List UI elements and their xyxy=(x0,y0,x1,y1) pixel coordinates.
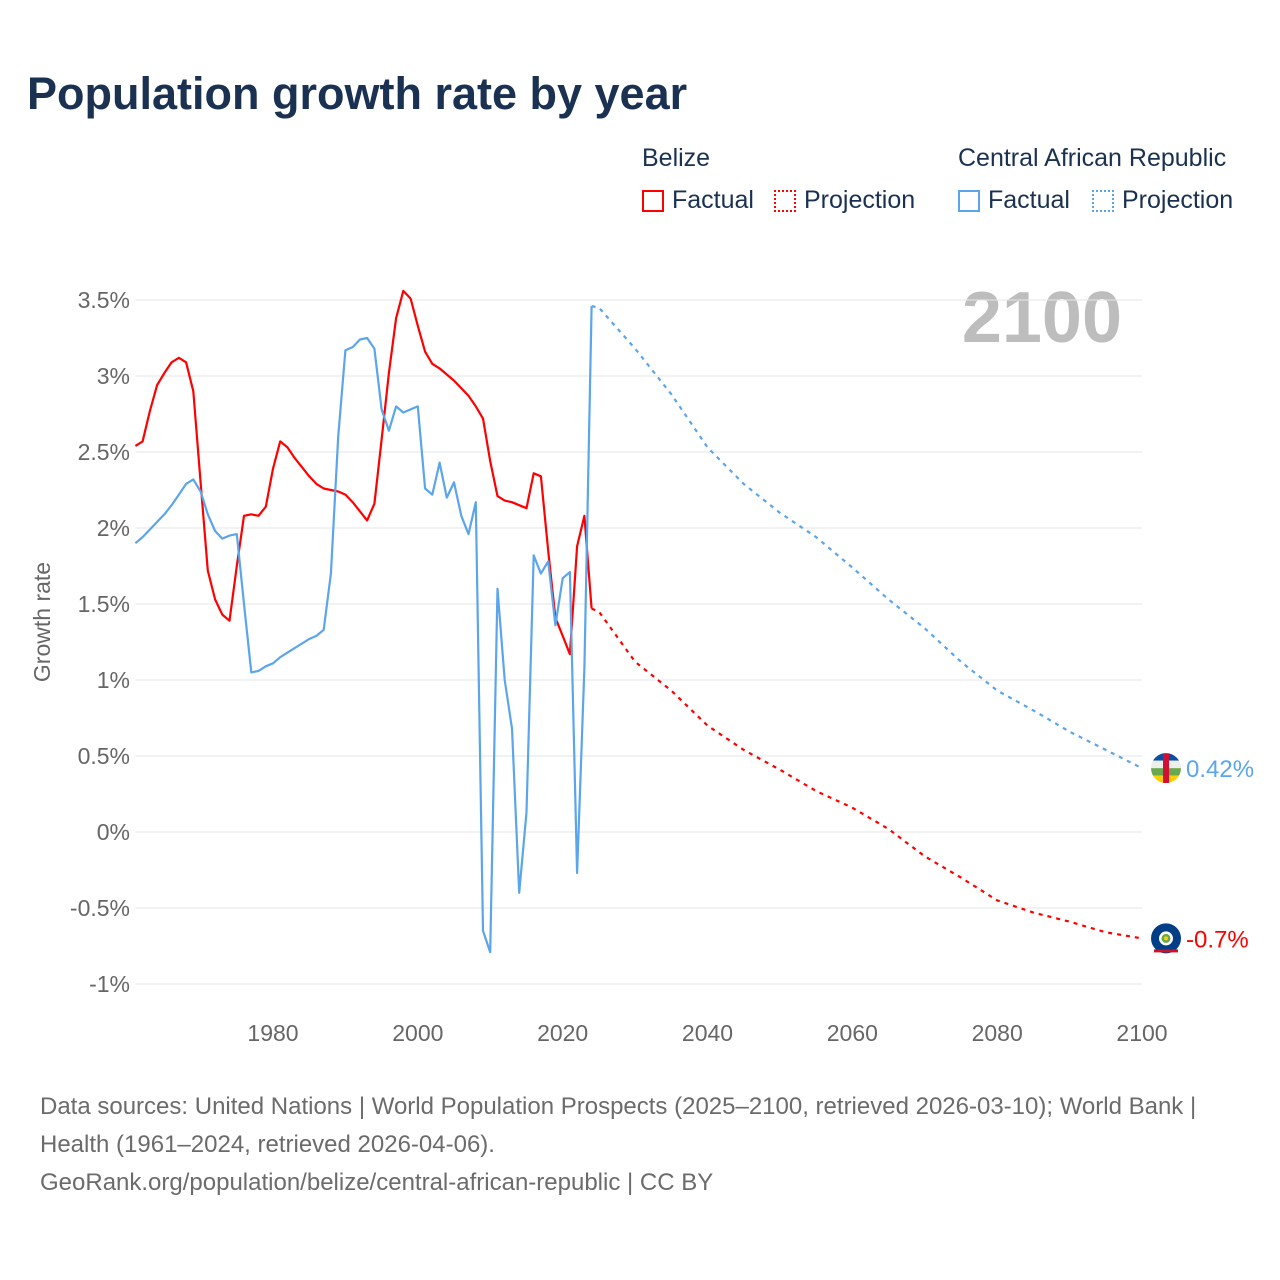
end-value-label: -0.7% xyxy=(1186,926,1249,953)
series-factual-line-0 xyxy=(134,289,593,656)
legend-car-projection[interactable]: Projection xyxy=(1092,186,1233,215)
y-tick-label: 2% xyxy=(97,515,130,541)
end-value-label: 0.42% xyxy=(1186,756,1254,783)
legend-belize: Belize Factual Projection xyxy=(642,144,942,224)
y-tick-label: -1% xyxy=(89,971,130,997)
y-axis-label: Growth rate xyxy=(29,562,55,682)
data-sources: Data sources: United Nations | World Pop… xyxy=(40,1093,1197,1158)
legend-car: Central African Republic Factual Project… xyxy=(958,144,1278,224)
x-tick-label: 2020 xyxy=(537,1020,588,1046)
legend-group-label: Central African Republic xyxy=(958,144,1227,172)
legend-label: Projection xyxy=(1122,186,1234,214)
y-tick-label: 3.5% xyxy=(78,287,130,313)
y-tick-label: 2.5% xyxy=(78,439,130,465)
y-tick-label: -0.5% xyxy=(70,895,130,921)
x-tick-label: 2080 xyxy=(972,1020,1023,1046)
y-tick-label: 1% xyxy=(97,667,130,693)
legend-label: Factual xyxy=(672,186,754,214)
chart-plot: 2100 3.5% 3% 2.5% 2% 1.5% 1% 0.5% 0% -0.5% -1% 1980… xyxy=(29,278,1254,1046)
series-factual-line-1 xyxy=(134,306,593,954)
x-tick-label: 2100 xyxy=(1116,1020,1167,1046)
legend-label: Factual xyxy=(988,186,1070,214)
solid-swatch-icon xyxy=(958,189,980,212)
dotted-swatch-icon xyxy=(1092,189,1114,212)
x-tick-label: 2040 xyxy=(682,1020,733,1046)
legend-belize-factual[interactable]: Factual xyxy=(642,186,754,215)
y-tick-label: 0.5% xyxy=(78,743,130,769)
dotted-swatch-icon xyxy=(774,189,796,212)
x-tick-label: 2060 xyxy=(827,1020,878,1046)
legend-group-label: Belize xyxy=(642,144,711,172)
year-watermark: 2100 xyxy=(962,278,1122,358)
series-projection-line-1 xyxy=(591,305,1143,770)
legend-belize-projection[interactable]: Projection xyxy=(774,186,915,215)
x-tick-label: 1980 xyxy=(247,1020,298,1046)
legend-label: Projection xyxy=(804,186,916,214)
belize-flag-icon xyxy=(1151,923,1181,954)
x-tick-label: 2000 xyxy=(392,1020,443,1046)
source-link[interactable]: GeoRank.org/population/belize/central-af… xyxy=(40,1169,714,1196)
series-projection-line-0 xyxy=(591,607,1143,940)
y-tick-label: 1.5% xyxy=(78,591,130,617)
solid-swatch-icon xyxy=(642,189,664,212)
chart-title: Population growth rate by year xyxy=(27,68,688,119)
y-tick-label: 3% xyxy=(97,363,130,389)
footer: Data sources: United Nations | World Pop… xyxy=(40,1088,1240,1202)
car-flag-icon xyxy=(1151,753,1181,784)
y-tick-label: 0% xyxy=(97,819,130,845)
legend-car-factual[interactable]: Factual xyxy=(958,186,1070,215)
